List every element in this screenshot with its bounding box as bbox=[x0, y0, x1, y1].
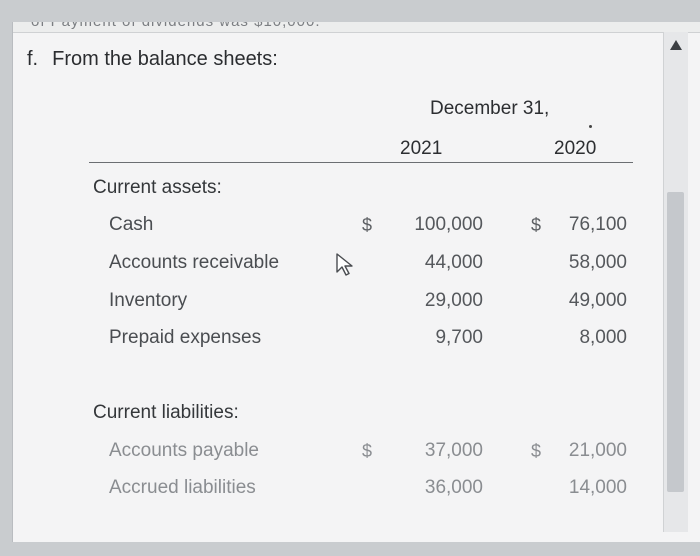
cash-2021: 100,000 bbox=[414, 214, 483, 235]
current-liabilities-title: Current liabilities: bbox=[93, 402, 239, 423]
accrued-liabilities-2020: 14,000 bbox=[568, 477, 627, 498]
vertical-scrollbar[interactable] bbox=[663, 32, 688, 532]
heading-text: From the balance sheets: bbox=[52, 48, 278, 70]
row-label-inventory: Inventory bbox=[109, 290, 188, 311]
mouse-pointer-icon bbox=[336, 253, 353, 276]
accounts-receivable-2021: 44,000 bbox=[424, 252, 483, 273]
row-label-accrued-liabilities: Accrued liabilities bbox=[109, 477, 256, 498]
cut-off-text: of Payment of dividends was $10,000. bbox=[31, 22, 321, 30]
row-label-accounts-receivable: Accounts receivable bbox=[109, 252, 280, 273]
section-heading: f. From the balance sheets: bbox=[27, 48, 278, 71]
accounts-payable-2021: 37,000 bbox=[424, 440, 483, 461]
inventory-2021: 29,000 bbox=[424, 290, 483, 311]
header-rule bbox=[89, 162, 633, 163]
triangle-up-icon[interactable] bbox=[668, 38, 684, 52]
accounts-receivable-2020: 58,000 bbox=[568, 252, 627, 273]
scrollbar-thumb[interactable] bbox=[667, 192, 684, 492]
current-assets-title: Current assets: bbox=[93, 177, 222, 198]
year-2020-header: 2020 bbox=[554, 138, 597, 159]
accounts-payable-2020: 21,000 bbox=[568, 440, 627, 461]
cut-off-previous-line: of Payment of dividends was $10,000. bbox=[13, 22, 700, 33]
dollar-sign: $ bbox=[362, 441, 373, 461]
dollar-sign: $ bbox=[362, 215, 373, 235]
row-label-prepaid-expenses: Prepaid expenses bbox=[109, 327, 262, 348]
stray-dot bbox=[589, 125, 592, 128]
dollar-sign: $ bbox=[531, 441, 542, 461]
document-frame: of Payment of dividends was $10,000. f. F… bbox=[12, 22, 700, 542]
dollar-sign: $ bbox=[531, 215, 542, 235]
cash-2020: 76,100 bbox=[568, 214, 627, 235]
inventory-2020: 49,000 bbox=[568, 290, 627, 311]
heading-label: f. bbox=[27, 48, 39, 70]
date-header: December 31, bbox=[430, 98, 550, 119]
accrued-liabilities-2021: 36,000 bbox=[424, 477, 483, 498]
prepaid-expenses-2021: 9,700 bbox=[435, 327, 483, 348]
prepaid-expenses-2020: 8,000 bbox=[579, 327, 627, 348]
row-label-cash: Cash bbox=[109, 214, 154, 235]
row-label-accounts-payable: Accounts payable bbox=[109, 440, 259, 461]
year-2021-header: 2021 bbox=[400, 138, 443, 159]
